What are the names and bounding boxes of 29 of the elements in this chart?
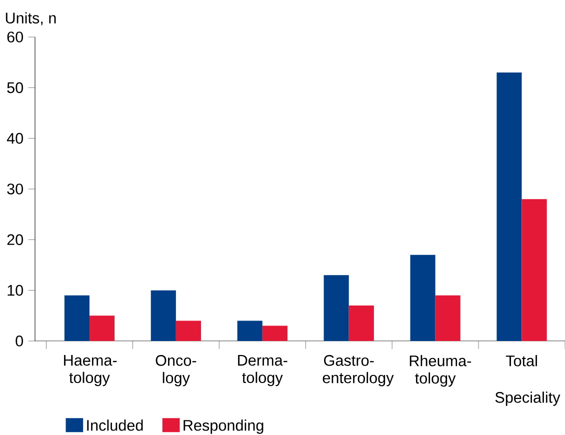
bar xyxy=(89,316,115,341)
x-tick-label: Total xyxy=(506,355,537,366)
y-tick-label: 0 xyxy=(16,336,24,346)
x-tick-label: Derma-tology xyxy=(238,355,288,386)
bar xyxy=(150,290,176,341)
y-tick-label: 40 xyxy=(6,132,24,144)
bar xyxy=(410,254,436,341)
bar xyxy=(522,199,547,341)
bar xyxy=(496,72,522,341)
x-tick-label: Haema-tology xyxy=(64,355,117,386)
x-tick-label: Onco-logy xyxy=(156,355,196,386)
bar xyxy=(64,295,90,341)
y-tick-label: 50 xyxy=(7,82,24,94)
y-tick-label: 60 xyxy=(7,32,24,42)
y-axis-title: Units, n xyxy=(6,12,56,26)
legend-label: Included xyxy=(87,420,143,431)
bar xyxy=(176,320,202,341)
y-tick-label: 20 xyxy=(7,234,24,246)
bar xyxy=(435,295,460,341)
y-tick-label: 10 xyxy=(8,284,24,296)
legend-label: Responding xyxy=(184,420,264,434)
x-tick-label: Rheuma-tology xyxy=(410,355,472,387)
bar xyxy=(237,320,262,341)
bar xyxy=(348,306,374,341)
bar xyxy=(262,326,288,341)
bar xyxy=(324,275,349,341)
y-tick-label: 30 xyxy=(7,184,24,194)
x-axis-title: Speciality xyxy=(495,392,560,406)
x-tick-label: Gastro-enterology xyxy=(322,355,394,386)
